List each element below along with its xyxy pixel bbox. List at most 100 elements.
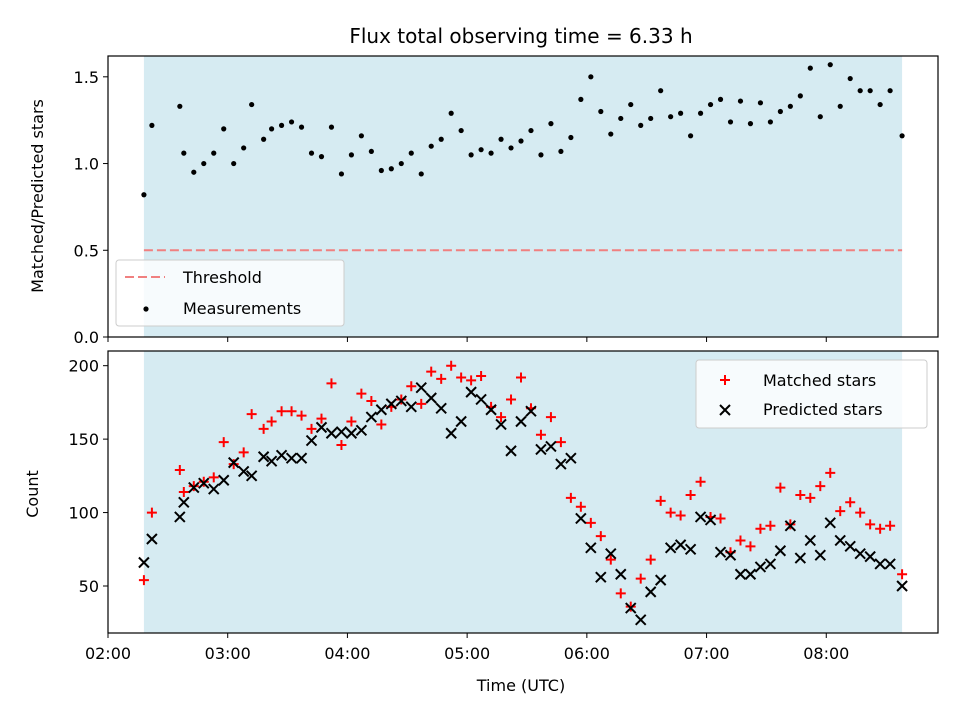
measurement-point bbox=[668, 114, 674, 120]
y-tick-label: 0.5 bbox=[74, 241, 99, 260]
x-tick-label: 04:00 bbox=[324, 644, 370, 663]
matched-star-point bbox=[635, 573, 646, 584]
matched-star-point bbox=[208, 472, 219, 483]
predicted-star-point bbox=[874, 558, 886, 570]
matched-star-point bbox=[665, 507, 676, 518]
predicted-star-point bbox=[465, 386, 477, 398]
predicted-star-point bbox=[525, 405, 537, 417]
matched-star-point bbox=[685, 489, 696, 500]
predicted-star-point bbox=[455, 415, 467, 428]
measurement-point bbox=[847, 75, 853, 82]
legend-matched-label: Matched stars bbox=[763, 371, 876, 390]
y-tick-label: 200 bbox=[68, 357, 99, 376]
matched-star-point bbox=[238, 447, 249, 458]
axes-frame bbox=[107, 55, 939, 338]
matched-star-point bbox=[775, 482, 786, 493]
predicted-star-point bbox=[565, 452, 577, 464]
matched-star-point bbox=[855, 507, 866, 518]
matched-star-point bbox=[416, 398, 427, 409]
matched-star-point bbox=[885, 520, 896, 531]
matched-star-point bbox=[228, 459, 239, 470]
x-tick-label: 06:00 bbox=[564, 644, 610, 663]
matched-star-point bbox=[516, 372, 527, 383]
measurement-point bbox=[221, 126, 227, 132]
measurement-point bbox=[181, 150, 187, 156]
measurement-point bbox=[269, 126, 275, 132]
measurement-point bbox=[648, 115, 654, 122]
measurement-point bbox=[488, 150, 494, 156]
legend-threshold-label: Threshold bbox=[182, 268, 262, 287]
measurement-point bbox=[348, 152, 355, 158]
measurement-point bbox=[201, 160, 207, 167]
measurement-point bbox=[498, 136, 504, 142]
matched-star-point bbox=[138, 575, 149, 586]
matched-star-point bbox=[174, 464, 185, 475]
predicted-star-point bbox=[535, 443, 547, 456]
measurement-point bbox=[378, 167, 384, 174]
predicted-star-point bbox=[814, 549, 826, 561]
legend-matched-swatch bbox=[720, 375, 730, 385]
predicted-star-point bbox=[784, 520, 797, 532]
matched-star-point bbox=[496, 412, 507, 423]
predicted-star-point bbox=[445, 427, 457, 439]
measurement-point bbox=[288, 119, 295, 125]
predicted-star-point bbox=[218, 474, 230, 486]
measurement-point bbox=[241, 145, 247, 151]
measurement-point bbox=[747, 121, 754, 127]
measurement-point bbox=[308, 150, 315, 156]
y-tick-label: 50 bbox=[79, 577, 99, 596]
predicted-star-point bbox=[704, 514, 717, 526]
matched-star-point bbox=[178, 487, 189, 497]
measurement-point bbox=[261, 136, 267, 142]
matched-star-point bbox=[366, 395, 377, 406]
predicted-star-point bbox=[375, 404, 388, 416]
predicted-star-point bbox=[335, 426, 348, 438]
predicted-star-point bbox=[595, 571, 607, 583]
matched-star-point bbox=[356, 388, 367, 399]
measurement-point bbox=[438, 136, 444, 142]
matched-star-point bbox=[336, 440, 347, 450]
predicted-star-point bbox=[674, 539, 687, 551]
matched-star-point bbox=[585, 517, 596, 528]
predicted-star-point bbox=[495, 418, 507, 431]
legend-top: Threshold Measurements bbox=[115, 259, 345, 327]
measurement-point bbox=[249, 101, 255, 108]
measurement-point bbox=[388, 166, 394, 172]
measurement-point bbox=[687, 133, 694, 139]
measurement-point bbox=[618, 115, 624, 122]
predicted-star-point bbox=[305, 434, 318, 447]
predicted-star-point bbox=[684, 543, 697, 555]
measurement-point bbox=[727, 119, 734, 125]
measurement-point bbox=[528, 127, 534, 134]
matched-star-point bbox=[655, 495, 666, 506]
matched-star-point bbox=[575, 501, 586, 512]
matched-star-point bbox=[218, 437, 229, 448]
matched-star-point bbox=[506, 394, 517, 405]
measurement-point bbox=[717, 96, 724, 102]
matched-star-point bbox=[436, 373, 447, 384]
measurement-point bbox=[608, 131, 614, 137]
x-tick-label: 05:00 bbox=[444, 644, 490, 663]
measurement-point bbox=[408, 150, 414, 156]
matched-star-point bbox=[825, 467, 836, 478]
predicted-star-point bbox=[664, 542, 677, 554]
x-axis-label: Time (UTC) bbox=[476, 676, 565, 695]
matched-star-point bbox=[426, 366, 437, 377]
predicted-star-point bbox=[188, 481, 200, 494]
predicted-star-point bbox=[395, 395, 408, 407]
measurement-point bbox=[598, 108, 604, 115]
matched-star-point bbox=[446, 360, 457, 371]
measurement-point bbox=[588, 74, 594, 80]
predicted-star-point bbox=[515, 415, 527, 428]
measurement-point bbox=[807, 65, 813, 71]
predicted-star-point bbox=[834, 534, 846, 547]
predicted-star-point bbox=[575, 512, 587, 525]
x-tick-label: 08:00 bbox=[803, 644, 849, 663]
matched-star-point bbox=[735, 535, 746, 546]
measurement-point bbox=[478, 147, 484, 153]
matched-star-point bbox=[555, 437, 566, 448]
predicted-star-point bbox=[295, 452, 308, 464]
predicted-star-point bbox=[325, 427, 338, 439]
matched-star-point bbox=[565, 492, 576, 503]
